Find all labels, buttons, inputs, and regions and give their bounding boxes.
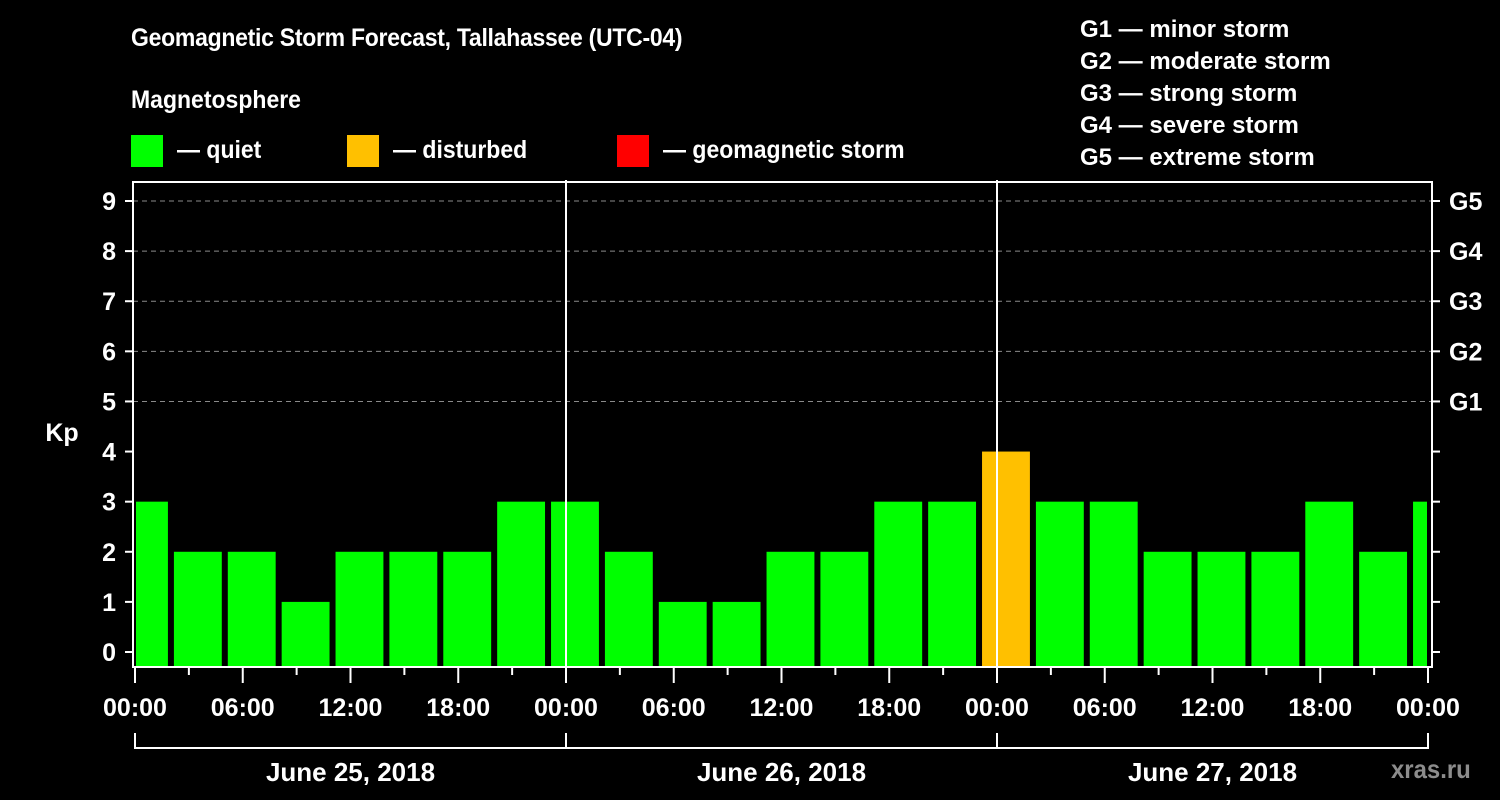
x-tick-label-5: 06:00: [642, 694, 706, 722]
storm-scale-list: G1 — minor storm G2 — moderate storm G3 …: [1080, 14, 1331, 174]
right-tick-label-G5: G5: [1449, 188, 1482, 216]
bar-0: [136, 501, 168, 666]
bar-8: [551, 501, 599, 666]
x-tick-label-7: 18:00: [857, 694, 921, 722]
x-tick-label-3: 18:00: [426, 694, 490, 722]
y-tick-label-5: 5: [102, 388, 116, 416]
legend-label-quiet: — quiet: [177, 136, 262, 164]
bar-3: [281, 601, 330, 666]
legend-item-storm: — geomagnetic storm: [617, 134, 926, 167]
day-label-2: June 27, 2018: [1128, 757, 1297, 787]
bar-12: [766, 551, 815, 666]
bar-21: [1251, 551, 1300, 666]
bar-23: [1359, 551, 1408, 666]
x-tick-label-2: 12:00: [319, 694, 383, 722]
legend-swatch-storm: [617, 134, 649, 167]
bar-19: [1143, 551, 1192, 666]
y-tick-label-1: 1: [102, 589, 116, 617]
bar-22: [1305, 501, 1354, 666]
storm-scale-g2: G2 — moderate storm: [1080, 48, 1331, 75]
right-tick-label-G2: G2: [1449, 338, 1482, 366]
y-tick-label-7: 7: [102, 288, 116, 316]
bar-16: [982, 451, 1030, 666]
bar-15: [928, 501, 977, 666]
bar-13: [820, 551, 869, 666]
x-tick-label-4: 00:00: [534, 694, 598, 722]
legend-label-storm: — geomagnetic storm: [663, 136, 905, 164]
bar-10: [658, 601, 707, 666]
bar-5: [389, 551, 438, 666]
bar-17: [1035, 501, 1084, 666]
x-tick-label-9: 06:00: [1073, 694, 1137, 722]
storm-scale-g4: G4 — severe storm: [1080, 112, 1299, 139]
bar-18: [1089, 501, 1138, 666]
bar-14: [874, 501, 923, 666]
legend-item-quiet: — quiet: [131, 134, 269, 167]
bar-1: [173, 551, 222, 666]
y-tick-label-0: 0: [102, 639, 116, 667]
legend-label-disturbed: — disturbed: [393, 136, 528, 164]
x-tick-label-1: 06:00: [211, 694, 275, 722]
legend-swatch-disturbed: [347, 134, 379, 167]
x-tick-label-11: 18:00: [1288, 694, 1352, 722]
y-tick-label-9: 9: [102, 188, 116, 216]
bar-7: [497, 501, 546, 666]
chart-subtitle: Magnetosphere: [131, 86, 301, 114]
x-tick-label-0: 00:00: [103, 694, 167, 722]
storm-scale-g5: G5 — extreme storm: [1080, 144, 1315, 171]
storm-scale-g3: G3 — strong storm: [1080, 80, 1298, 107]
x-tick-label-12: 00:00: [1396, 694, 1460, 722]
x-tick-label-8: 00:00: [965, 694, 1029, 722]
day-label-0: June 25, 2018: [266, 757, 435, 787]
watermark: xras.ru: [1391, 754, 1471, 784]
bar-9: [604, 551, 653, 666]
y-tick-label-2: 2: [102, 539, 116, 567]
legend-swatch-quiet: [131, 134, 163, 167]
y-tick-label-6: 6: [102, 338, 116, 366]
bar-11: [712, 601, 761, 666]
chart-title: Geomagnetic Storm Forecast, Tallahassee …: [131, 24, 683, 52]
day-label-1: June 26, 2018: [697, 757, 866, 787]
storm-scale-g1: G1 — minor storm: [1080, 16, 1290, 43]
right-tick-label-G1: G1: [1449, 388, 1482, 416]
x-tick-label-6: 12:00: [750, 694, 814, 722]
bar-4: [335, 551, 384, 666]
y-axis-label: Kp: [45, 419, 78, 447]
bar-2: [227, 551, 276, 666]
y-tick-label-4: 4: [102, 439, 116, 467]
x-tick-label-10: 12:00: [1181, 694, 1245, 722]
y-tick-label-8: 8: [102, 238, 116, 266]
right-tick-label-G4: G4: [1449, 238, 1482, 266]
bar-24: [1413, 501, 1427, 666]
right-tick-label-G3: G3: [1449, 288, 1482, 316]
legend-item-disturbed: — disturbed: [347, 134, 539, 167]
y-tick-label-3: 3: [102, 489, 116, 517]
bar-6: [443, 551, 492, 666]
bar-20: [1197, 551, 1246, 666]
